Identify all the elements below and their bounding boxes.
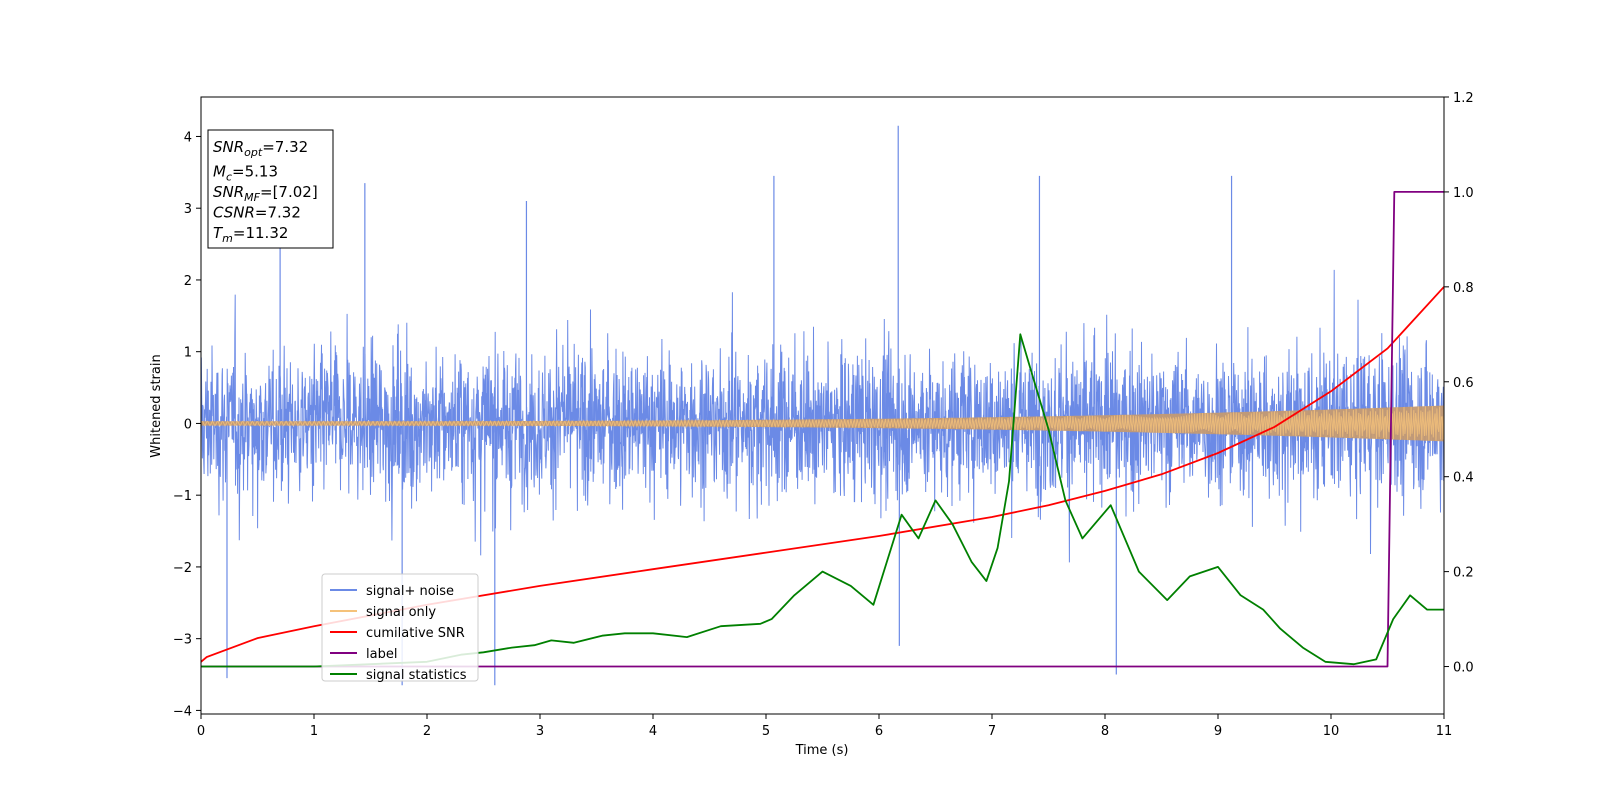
legend-entry-label: signal statistics xyxy=(366,668,467,683)
x-axis-label: Time (s) xyxy=(795,743,849,758)
legend-entry-label: signal only xyxy=(366,605,436,620)
x-tick-label: 9 xyxy=(1214,724,1222,739)
legend-entry-label: signal+ noise xyxy=(366,584,454,599)
y-tick-label-left: −4 xyxy=(173,704,192,719)
y-tick-label-right: 0.4 xyxy=(1453,471,1474,486)
x-tick-label: 3 xyxy=(536,724,544,739)
y-tick-label-left: 3 xyxy=(184,202,192,217)
x-tick-label: 4 xyxy=(649,724,657,739)
y-tick-label-left: −2 xyxy=(173,561,192,576)
y-tick-label-left: −1 xyxy=(173,489,192,504)
y-tick-label-right: 0.6 xyxy=(1453,376,1474,391)
y-tick-label-right: 1.2 xyxy=(1453,91,1474,106)
x-tick-label: 5 xyxy=(762,724,770,739)
y-tick-label-left: −3 xyxy=(173,633,192,648)
annotation-line: CSNR=7.32 xyxy=(213,204,301,222)
y-tick-label-right: 0.0 xyxy=(1453,661,1474,676)
series-cumulative-snr-line xyxy=(201,286,1444,663)
x-tick-label: 0 xyxy=(197,724,205,739)
annotation-frame xyxy=(207,129,334,249)
series-signal-only-line xyxy=(201,406,1444,441)
y-tick-label-left: 2 xyxy=(184,274,192,289)
y-tick-label-right: 0.8 xyxy=(1453,281,1474,296)
series-label-line xyxy=(201,191,1444,668)
plot-area xyxy=(201,125,1444,686)
x-tick-label: 6 xyxy=(875,724,883,739)
annotation-line: SNRopt=7.32 xyxy=(213,138,308,159)
y-tick-label-left: 1 xyxy=(184,346,192,361)
series-signal-only-band xyxy=(201,405,1444,442)
x-tick-label: 8 xyxy=(1101,724,1109,739)
y-tick-label-right: 0.2 xyxy=(1453,566,1474,581)
axes-frame xyxy=(200,96,1445,715)
axis-ticks: 0 1 2 3 4 5 6 7 8 9 10 11 −4 −3 −2 −1 0 1 2 3 4 0.0 0.2 0.4 0.6 0… xyxy=(173,91,1474,739)
annotation-line: SNRMF=[7.02] xyxy=(213,183,318,204)
series-signal-statistics-line xyxy=(201,333,1444,668)
y-tick-label-right: 1.0 xyxy=(1453,186,1474,201)
x-tick-label: 11 xyxy=(1436,724,1453,739)
legend-entry-label: cumilative SNR xyxy=(366,626,465,641)
x-tick-label: 1 xyxy=(310,724,318,739)
legend-entry-label: label xyxy=(366,647,397,662)
annotation-line: Mc=5.13 xyxy=(213,163,278,184)
legend: signal+ noise signal only cumilative SNR la… xyxy=(321,573,479,683)
y-tick-label-left: 4 xyxy=(184,130,192,145)
x-tick-label: 10 xyxy=(1323,724,1340,739)
y-axis-label: Whitened strain xyxy=(149,354,164,457)
x-tick-label: 7 xyxy=(988,724,996,739)
y-tick-label-left: 0 xyxy=(184,417,192,432)
x-tick-label: 2 xyxy=(423,724,431,739)
legend-frame xyxy=(321,573,479,682)
annotation-line: Tm=11.32 xyxy=(213,224,288,245)
